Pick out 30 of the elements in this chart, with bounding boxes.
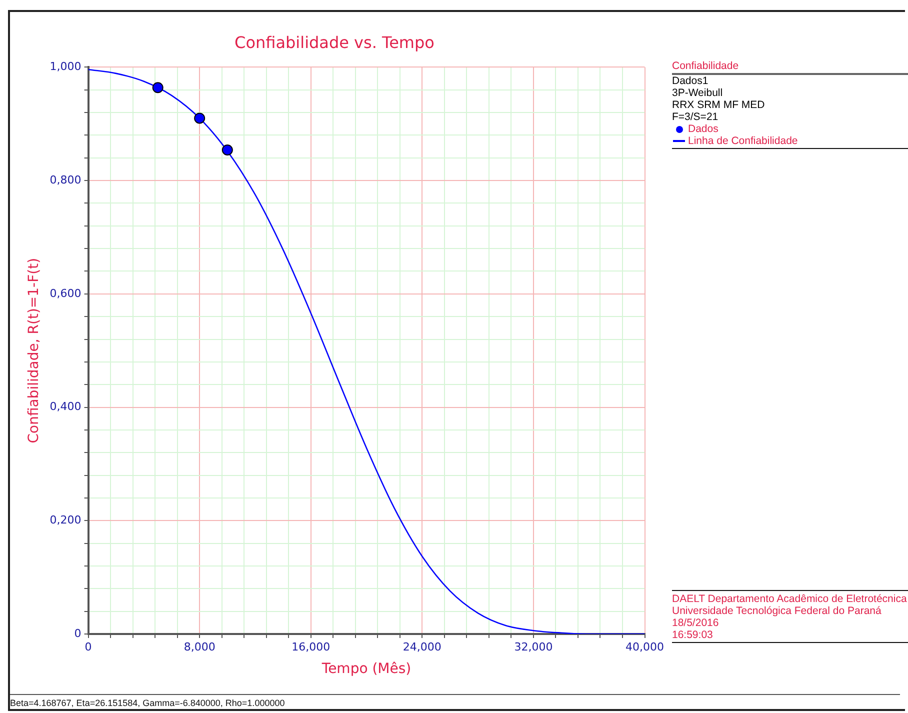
point [222, 144, 233, 156]
text: Universidade Tecnológica Federal do Paraná [672, 605, 882, 617]
text: 18/5/2016 [672, 617, 720, 629]
point [194, 112, 206, 124]
text: Dados1 [672, 75, 710, 87]
y-tick-label: 0 [74, 626, 82, 640]
text: 16:59:03 [672, 629, 714, 641]
legend-label: Dados [688, 123, 718, 135]
text: Beta=4.168767, Eta=26.151584, Gamma=-6.840000, Rho=1.000000 [10, 698, 285, 708]
text: DAELT Departamento Acadêmico de Eletrotécnica [672, 593, 908, 605]
y-tick-label: 0,800 [50, 173, 82, 186]
x-tick-label: 32,000 [514, 640, 553, 654]
y-tick-label: 1,000 [50, 60, 82, 74]
chart-title: Confiabilidade vs. Tempo [234, 32, 434, 52]
text: RRX SRM MF MED [672, 99, 766, 111]
x-axis-title: Tempo (Mês) [320, 661, 412, 678]
y-axis-title: Confiabilidade, R(t)=1-F(t) [26, 258, 42, 444]
y-tick-label: 0,600 [50, 286, 82, 300]
text: F=3/S=21 [672, 111, 720, 123]
point [152, 82, 164, 94]
y-tick-label: 0,400 [50, 400, 82, 414]
y-tick-label: 0,200 [50, 514, 82, 526]
x-tick-label: 16,000 [292, 640, 330, 654]
x-tick-label: 24,000 [402, 640, 442, 654]
x-tick-label: 40,000 [626, 640, 664, 654]
legend-label: Linha de Confiabilidade [688, 135, 798, 147]
legend-title: Confiabilidade [672, 60, 908, 75]
x-tick-label: 8,000 [184, 640, 216, 654]
text: 3P-Weibull [672, 87, 724, 99]
x-tick-label: 0 [84, 640, 92, 654]
